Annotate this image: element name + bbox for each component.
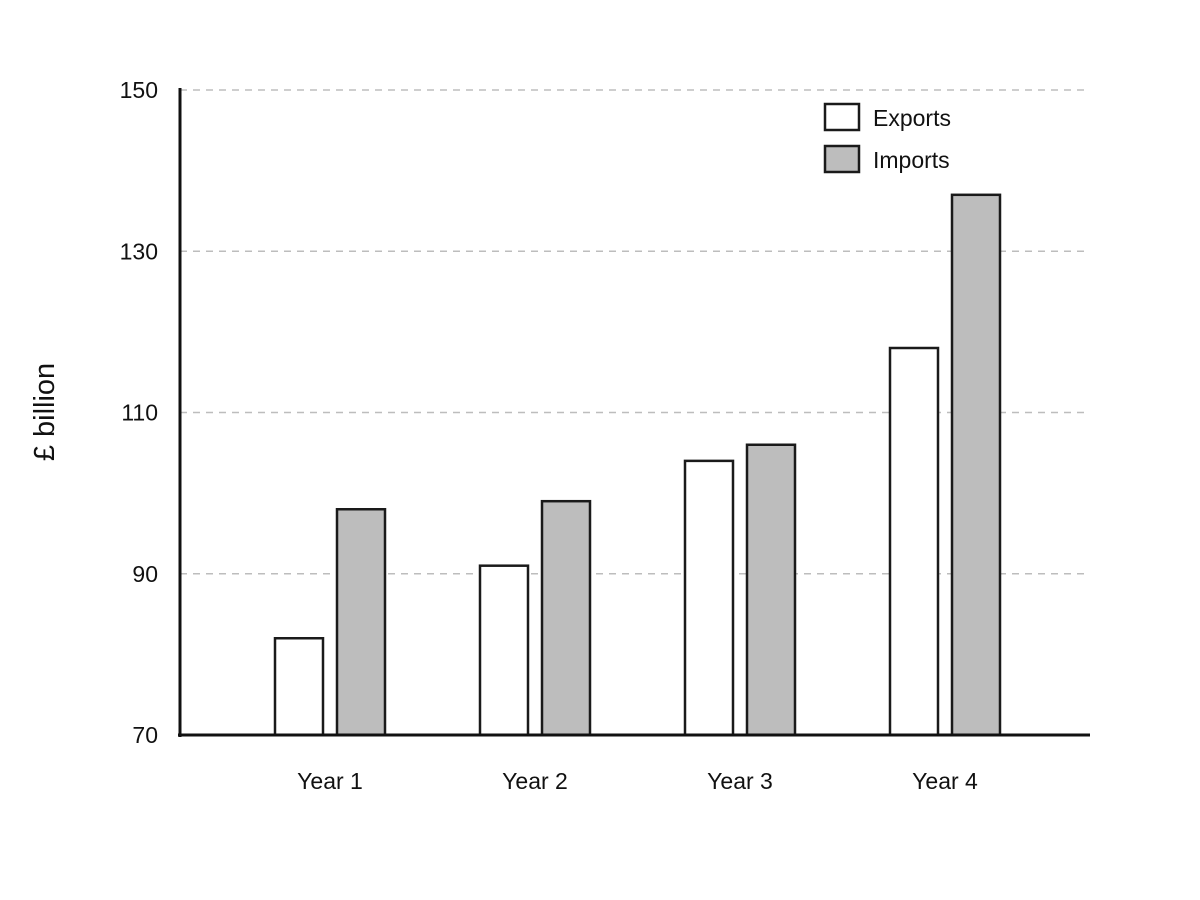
y-tick-labels: 70 90 110 130 150 [120, 77, 158, 748]
y-tick-label: 90 [132, 561, 158, 587]
y-tick-label: 150 [120, 77, 158, 103]
axes [178, 88, 1090, 737]
legend-swatch-exports [823, 102, 861, 132]
legend-label-exports: Exports [873, 105, 951, 131]
x-tick-label: Year 2 [502, 768, 568, 794]
bar-imports-1 [335, 508, 387, 737]
bar-exports-1 [273, 637, 325, 737]
x-tick-label: Year 1 [297, 768, 363, 794]
bar-exports-3 [683, 459, 735, 737]
y-axis-title: £ billion [29, 363, 61, 461]
bar-imports-2 [540, 499, 592, 737]
bar-exports-4 [888, 346, 940, 737]
x-tick-label: Year 3 [707, 768, 773, 794]
legend-swatch-imports [823, 144, 861, 174]
x-tick-label: Year 4 [912, 768, 978, 794]
y-tick-label: 70 [132, 722, 158, 748]
bar-exports-2 [478, 564, 530, 737]
y-tick-label: 130 [120, 238, 158, 264]
bars [273, 193, 1002, 737]
legend: Exports Imports [823, 102, 951, 174]
x-tick-labels: Year 1 Year 2 Year 3 Year 4 [297, 768, 978, 794]
bar-imports-3 [745, 443, 797, 737]
y-tick-label: 110 [121, 400, 158, 426]
bar-imports-4 [950, 193, 1002, 737]
legend-label-imports: Imports [873, 147, 950, 173]
